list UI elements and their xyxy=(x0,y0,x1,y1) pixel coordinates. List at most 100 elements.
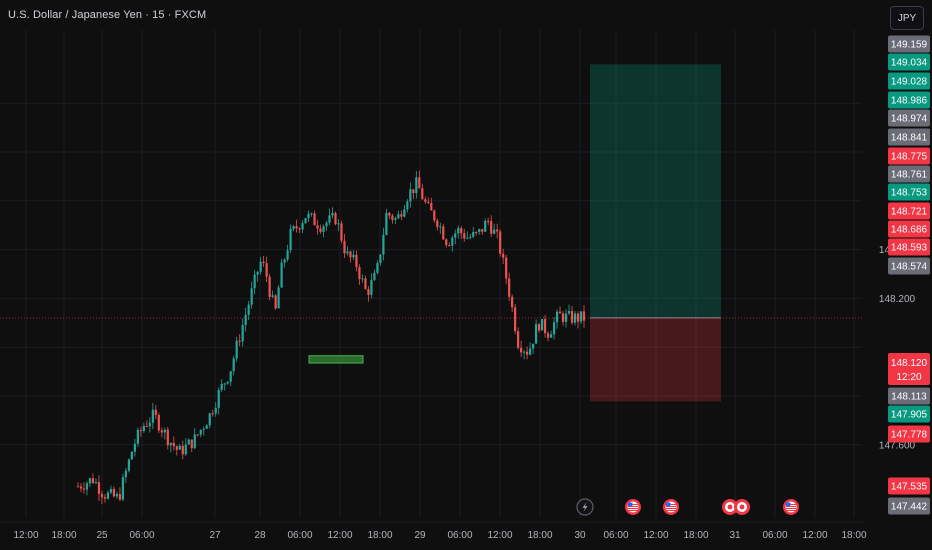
candle-body xyxy=(100,493,104,498)
candle-body xyxy=(427,201,430,203)
candle-body xyxy=(400,214,403,217)
x-tick-label: 06:00 xyxy=(447,530,472,541)
stop-loss-zone[interactable] xyxy=(590,317,721,402)
jp-flag-event-icon[interactable] xyxy=(734,499,750,515)
price-tag-label: 148.775 xyxy=(891,152,928,163)
candle-body xyxy=(175,446,178,450)
candle-body xyxy=(277,287,280,309)
price-tag-label: 149.034 xyxy=(891,58,928,69)
candle-body xyxy=(205,425,208,429)
candle-body xyxy=(196,434,199,436)
price-tag xyxy=(888,387,930,405)
candle-body xyxy=(286,250,289,260)
price-tag-label: 148.753 xyxy=(891,188,928,199)
candle-body xyxy=(582,311,586,321)
candle-body xyxy=(76,486,80,488)
candle-body xyxy=(343,240,346,254)
candle-body xyxy=(223,383,226,385)
candle-body xyxy=(94,482,98,484)
candle-body xyxy=(543,318,547,334)
x-tick-label: 30 xyxy=(574,530,586,541)
x-tick-label: 18:00 xyxy=(527,530,552,541)
price-tag xyxy=(888,477,930,495)
candle-body xyxy=(202,428,205,430)
candle-body xyxy=(169,442,172,446)
candle-body xyxy=(178,445,181,450)
candle-body xyxy=(115,493,119,497)
candle-body xyxy=(567,311,571,314)
candle-body xyxy=(526,351,529,355)
price-tag xyxy=(888,72,930,90)
lightning-event-icon[interactable] xyxy=(576,498,594,516)
candle-body xyxy=(558,311,562,314)
price-tag-label: 148.686 xyxy=(891,225,928,236)
candle-body xyxy=(457,228,460,234)
candle-body xyxy=(564,313,568,322)
price-tag xyxy=(888,109,930,127)
price-tag-label: 148.761 xyxy=(891,170,928,181)
candle-body xyxy=(561,313,565,322)
us-flag-event-icon[interactable] xyxy=(663,499,679,515)
candle-body xyxy=(127,459,130,471)
candle-body xyxy=(220,384,223,390)
currency-button[interactable]: JPY xyxy=(890,6,924,30)
candle-body xyxy=(490,220,493,234)
candle-body xyxy=(280,262,283,288)
candle-body xyxy=(145,425,148,427)
symbol-title: U.S. Dollar / Japanese Yen · 15 · FXCM xyxy=(8,9,207,21)
jp-flag-event-icon[interactable] xyxy=(722,499,738,515)
price-tag xyxy=(888,220,930,238)
candle-body xyxy=(436,220,439,227)
candle-body xyxy=(579,311,583,322)
candle-body xyxy=(361,278,364,280)
candle-body xyxy=(106,492,110,499)
candle-body xyxy=(487,220,490,222)
candle-body xyxy=(289,228,292,251)
candle-body xyxy=(576,313,580,322)
candle-body xyxy=(340,223,343,241)
candle-body xyxy=(532,343,535,349)
candle-body xyxy=(388,212,391,216)
candle-body xyxy=(235,340,238,359)
candle-body xyxy=(172,442,175,447)
candle-body xyxy=(121,477,125,500)
candle-body xyxy=(232,358,235,372)
x-tick-label: 27 xyxy=(209,530,221,541)
price-tag-label: 148.113 xyxy=(891,392,927,403)
price-tag-label: 148.974 xyxy=(891,114,928,125)
x-tick-label: 12:00 xyxy=(643,530,668,541)
candle-body xyxy=(88,478,92,484)
annotation-box[interactable] xyxy=(308,355,364,364)
candle-body xyxy=(570,311,574,323)
candle-body xyxy=(430,202,433,211)
price-tag-label: 148.593 xyxy=(891,243,928,254)
candle-body xyxy=(214,407,217,414)
candle-body xyxy=(229,371,232,382)
candle-body xyxy=(505,257,508,279)
candle-body xyxy=(316,225,319,229)
candle-body xyxy=(451,237,454,246)
x-tick-label: 12:00 xyxy=(13,530,38,541)
take-profit-zone[interactable] xyxy=(590,64,721,318)
y-tick-label: 147.600 xyxy=(879,440,916,451)
candle-body xyxy=(295,226,298,229)
candle-body xyxy=(493,229,496,234)
us-flag-event-icon[interactable] xyxy=(625,499,641,515)
candles-group xyxy=(76,170,586,505)
price-tag-label: 147.905 xyxy=(891,410,928,421)
candle-body xyxy=(91,478,95,483)
candle-body xyxy=(259,261,262,272)
candle-body xyxy=(82,488,86,490)
x-tick-label: 29 xyxy=(414,530,426,541)
candle-body xyxy=(151,409,154,423)
candle-body xyxy=(540,318,544,331)
y-tick-label: 148.200 xyxy=(879,294,916,305)
us-flag-event-icon[interactable] xyxy=(783,499,799,515)
candle-body xyxy=(454,233,457,238)
candle-body xyxy=(382,234,385,255)
price-tag-label: 148.721 xyxy=(891,207,928,218)
candle-body xyxy=(418,177,421,189)
candle-body xyxy=(442,226,445,240)
candle-body xyxy=(97,482,101,494)
